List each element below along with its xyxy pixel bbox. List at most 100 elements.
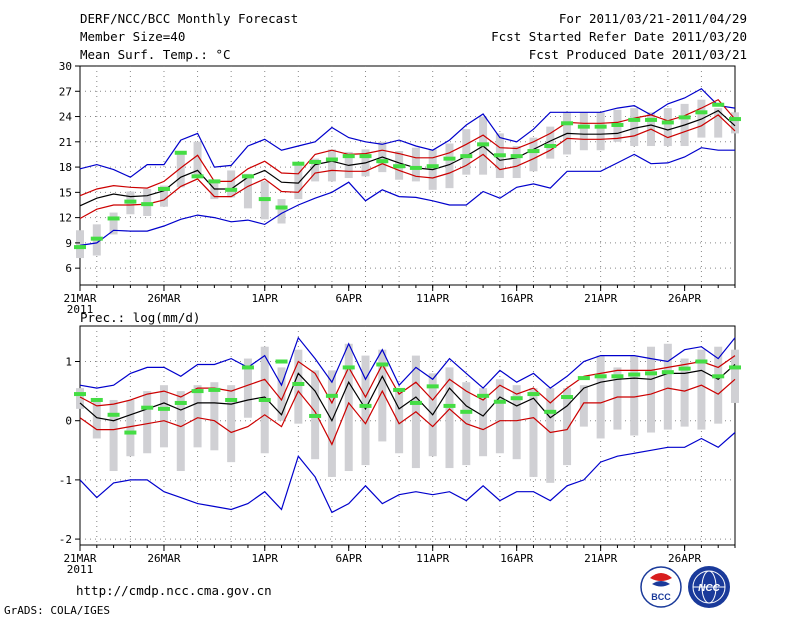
forecast-produced-label: Fcst Produced Date 2011/03/21 (529, 47, 747, 62)
prec-spread-box (92, 399, 101, 439)
prec-y-tick-label: -1 (59, 474, 72, 487)
temp-spread-box (462, 129, 471, 175)
prec-median-marker (141, 405, 154, 410)
temp-median-marker (309, 160, 322, 165)
prec-spread-box (109, 399, 118, 472)
temp-spread-box (176, 151, 185, 188)
prec-spread-box (563, 388, 572, 466)
temp-median-marker (225, 187, 238, 192)
prec-spread-box (327, 370, 336, 477)
prec-median-marker (258, 397, 271, 402)
temp-spread-box (512, 146, 521, 179)
temp-median-marker (258, 197, 271, 202)
temp-median-marker (460, 154, 473, 159)
prec-spread-box (344, 343, 353, 472)
temp-median-marker (292, 161, 305, 166)
prec-median-marker (695, 359, 708, 364)
prec-median-marker (460, 409, 473, 414)
prec-median-marker (594, 374, 607, 379)
forecast-period-label: For 2011/03/21-2011/04/29 (559, 11, 747, 26)
temp-median-marker (74, 245, 86, 250)
prec-median-marker (241, 365, 254, 370)
prec-spread-box (596, 355, 605, 439)
prec-median-marker (561, 395, 574, 400)
temp-spread-box (714, 108, 723, 138)
temp-median-marker (141, 202, 154, 207)
prec-median-marker (107, 412, 120, 417)
prec-spread-box (579, 385, 588, 427)
prec-spread-box (176, 391, 185, 472)
prec-spread-box (647, 346, 656, 433)
prec-x-tick-label: 1APR (251, 552, 278, 565)
temp-spread-box (579, 112, 588, 151)
prec-median-marker (359, 403, 372, 408)
prec-median-marker (74, 392, 86, 397)
prec-spread-box (529, 388, 538, 477)
temp-min-line (79, 147, 735, 246)
prec-median-marker (712, 374, 725, 379)
temp-spread-box (546, 126, 555, 159)
temp-median-marker (157, 186, 170, 191)
prec-spread-box (210, 382, 219, 451)
prec-median-marker (225, 397, 238, 402)
prec-median-marker (544, 409, 557, 414)
temp-median-marker (577, 124, 590, 129)
temp-spread-box (327, 149, 336, 182)
prec-spread-box (613, 367, 622, 430)
prec-spread-box (193, 385, 202, 448)
temp-spread-box (243, 173, 252, 209)
temp-median-marker (241, 174, 254, 179)
temp-x-tick-label: 6APR (335, 292, 362, 305)
temp-median-marker (443, 156, 456, 161)
temp-mean-line (79, 109, 736, 207)
prec-x-tick-label: 16APR (500, 552, 533, 565)
temp-median-marker (678, 115, 691, 120)
temp-median-marker (611, 122, 624, 127)
temp-median-marker (393, 164, 406, 169)
prec-spread-box (277, 367, 286, 421)
temp-spread-box (596, 112, 605, 151)
temp-spread-box (193, 141, 202, 177)
temp-median-marker (645, 117, 658, 122)
prec-median-marker (443, 403, 456, 408)
prec-spread-box (361, 355, 370, 466)
temp-median-marker (729, 117, 741, 122)
prec-spread-box (479, 388, 488, 457)
prec-max-line (79, 336, 736, 389)
prec-spread-box (395, 391, 404, 454)
prec-y-tick-label: 1 (65, 356, 72, 369)
prec-y-tick-label: -2 (59, 533, 72, 546)
prec-x-tick-label: 26MAR (147, 552, 180, 565)
temp-spread-box (227, 170, 236, 198)
temp-y-tick-label: 21 (59, 136, 72, 149)
temp-median-marker (342, 154, 355, 159)
prec-spread-box (126, 399, 135, 457)
temp-spread-box (630, 108, 639, 147)
prec-lower-band-line (79, 378, 736, 446)
temp-median-marker (191, 174, 204, 179)
temp-median-marker (561, 121, 574, 126)
temp-median-marker (661, 120, 674, 125)
temp-x-tick-label: 26APR (668, 292, 701, 305)
prec-median-marker (661, 370, 674, 375)
prec-spread-box (294, 349, 303, 424)
temp-y-tick-label: 18 (59, 161, 72, 174)
temp-spread-box (445, 143, 454, 189)
temp-median-marker (124, 199, 137, 204)
prec-median-marker (376, 362, 389, 367)
temp-median-marker (712, 102, 725, 107)
precipitation-panel: -2 -1 0 1 21MAR 26MAR 1APR 6APR 11APR 16APR 21APR 2… (59, 325, 741, 576)
prec-median-marker (645, 371, 658, 376)
temp-spread-box (159, 185, 168, 207)
temp-median-marker (275, 205, 288, 210)
prec-min-line (79, 432, 736, 514)
temp-x-tick-label: 11APR (416, 292, 449, 305)
prec-median-marker (325, 393, 338, 398)
prec-spread-box (512, 385, 521, 460)
temperature-panel: 6 9 12 15 18 21 24 27 30 21MAR 26MAR 1APR 6APR 11APR 1… (59, 60, 741, 316)
prec-median-marker (477, 393, 490, 398)
temp-spread-box (663, 108, 672, 147)
prec-x-tick-label: 21MAR (63, 552, 96, 565)
prec-median-marker (275, 359, 288, 364)
prec-median-marker (493, 399, 506, 404)
